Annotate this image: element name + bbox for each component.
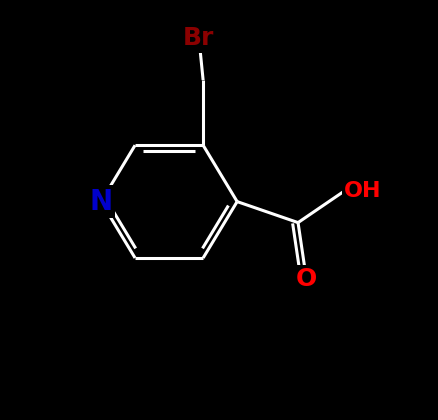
Text: OH: OH: [343, 181, 381, 201]
Text: O: O: [295, 267, 316, 291]
Text: N: N: [89, 188, 113, 215]
Text: Br: Br: [183, 26, 214, 50]
